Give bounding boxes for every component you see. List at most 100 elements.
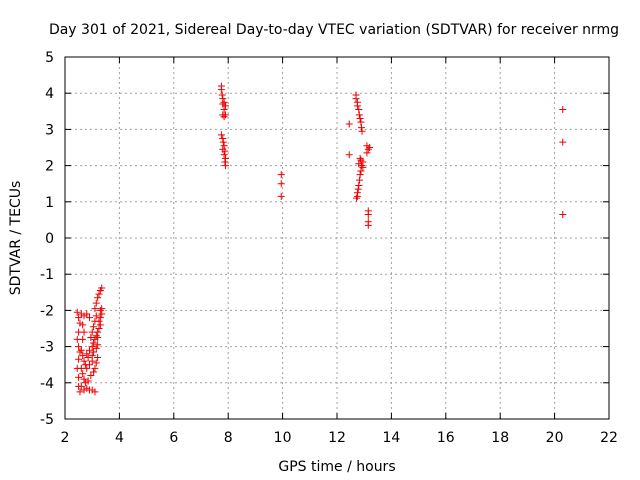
- data-point: [356, 154, 364, 162]
- data-point: [77, 382, 85, 390]
- data-point: [95, 325, 103, 332]
- data-point: [559, 138, 567, 146]
- data-point: [359, 163, 367, 171]
- data-point: [75, 343, 83, 351]
- data-point: [88, 328, 96, 336]
- data-point: [94, 353, 102, 361]
- data-points: [73, 82, 567, 396]
- data-point: [84, 377, 92, 385]
- data-point: [85, 361, 93, 369]
- data-point: [221, 111, 229, 119]
- data-point: [364, 221, 372, 229]
- data-point: [357, 124, 365, 132]
- data-point: [76, 348, 84, 356]
- data-point: [221, 162, 229, 170]
- data-point: [91, 388, 99, 396]
- data-point: [88, 343, 96, 351]
- data-point: [559, 210, 567, 218]
- data-point: [91, 364, 99, 372]
- data-point: [90, 323, 98, 331]
- data-point: [355, 111, 363, 119]
- data-point: [221, 147, 229, 155]
- data-point: [220, 142, 228, 150]
- data-point: [221, 102, 229, 110]
- y-tick-label: 0: [45, 231, 54, 247]
- data-point: [75, 373, 83, 381]
- data-point: [357, 167, 365, 175]
- data-point: [92, 359, 100, 367]
- data-point: [218, 91, 226, 99]
- data-point: [356, 171, 364, 179]
- x-tick-label: 16: [437, 430, 455, 446]
- y-tick-label: -3: [40, 340, 54, 356]
- data-point: [88, 352, 96, 360]
- data-point: [94, 341, 102, 349]
- data-point: [98, 305, 106, 313]
- y-tick-label: 4: [45, 86, 54, 102]
- data-point: [84, 353, 92, 361]
- x-tick-label: 12: [328, 430, 346, 446]
- data-point: [364, 145, 372, 153]
- data-point: [79, 370, 87, 378]
- y-tick-label: -4: [40, 376, 54, 392]
- data-point: [80, 357, 88, 365]
- data-point: [356, 176, 364, 184]
- data-point: [357, 118, 365, 126]
- data-point: [356, 115, 364, 123]
- data-point: [220, 151, 228, 159]
- data-point: [221, 154, 229, 162]
- data-point: [87, 372, 95, 380]
- y-tick-label: -2: [40, 303, 54, 319]
- data-point: [92, 312, 100, 320]
- data-point: [91, 317, 99, 325]
- data-point: [277, 171, 285, 179]
- y-tick-label: -5: [40, 412, 54, 428]
- y-tick-label: 5: [45, 50, 54, 66]
- data-point: [92, 344, 100, 352]
- data-point: [75, 355, 83, 363]
- data-point: [98, 284, 106, 292]
- data-point: [364, 210, 372, 218]
- data-point: [94, 294, 102, 302]
- data-point: [90, 348, 98, 356]
- data-point: [354, 185, 362, 193]
- data-point: [83, 350, 91, 358]
- y-tick-label: 2: [45, 159, 54, 175]
- data-point: [73, 308, 81, 316]
- y-tick-label: -1: [40, 267, 54, 283]
- data-point: [94, 334, 102, 342]
- data-point: [95, 290, 103, 298]
- data-point: [220, 105, 228, 113]
- data-point: [96, 306, 104, 314]
- x-tick-label: 2: [61, 430, 70, 446]
- data-point: [92, 299, 100, 307]
- data-point: [353, 194, 361, 202]
- data-point: [75, 314, 83, 322]
- y-tick-label: 1: [45, 195, 54, 211]
- x-tick-label: 20: [546, 430, 564, 446]
- data-point: [217, 86, 225, 94]
- data-point: [96, 314, 104, 322]
- data-point: [353, 192, 361, 200]
- data-point: [277, 180, 285, 188]
- data-point: [358, 127, 366, 135]
- data-point: [277, 192, 285, 200]
- data-point: [83, 364, 91, 372]
- data-point: [357, 162, 365, 170]
- x-tick-label: 6: [169, 430, 178, 446]
- data-point: [91, 305, 99, 313]
- data-point: [220, 113, 228, 121]
- data-point: [79, 335, 87, 343]
- data-point: [79, 352, 87, 360]
- data-point: [219, 138, 227, 146]
- data-point: [77, 346, 85, 354]
- x-tick-label: 10: [274, 430, 292, 446]
- data-point: [221, 158, 229, 166]
- data-point: [80, 375, 88, 383]
- data-point: [217, 131, 225, 139]
- data-point: [366, 144, 374, 151]
- data-point: [83, 310, 91, 318]
- data-point: [345, 151, 353, 159]
